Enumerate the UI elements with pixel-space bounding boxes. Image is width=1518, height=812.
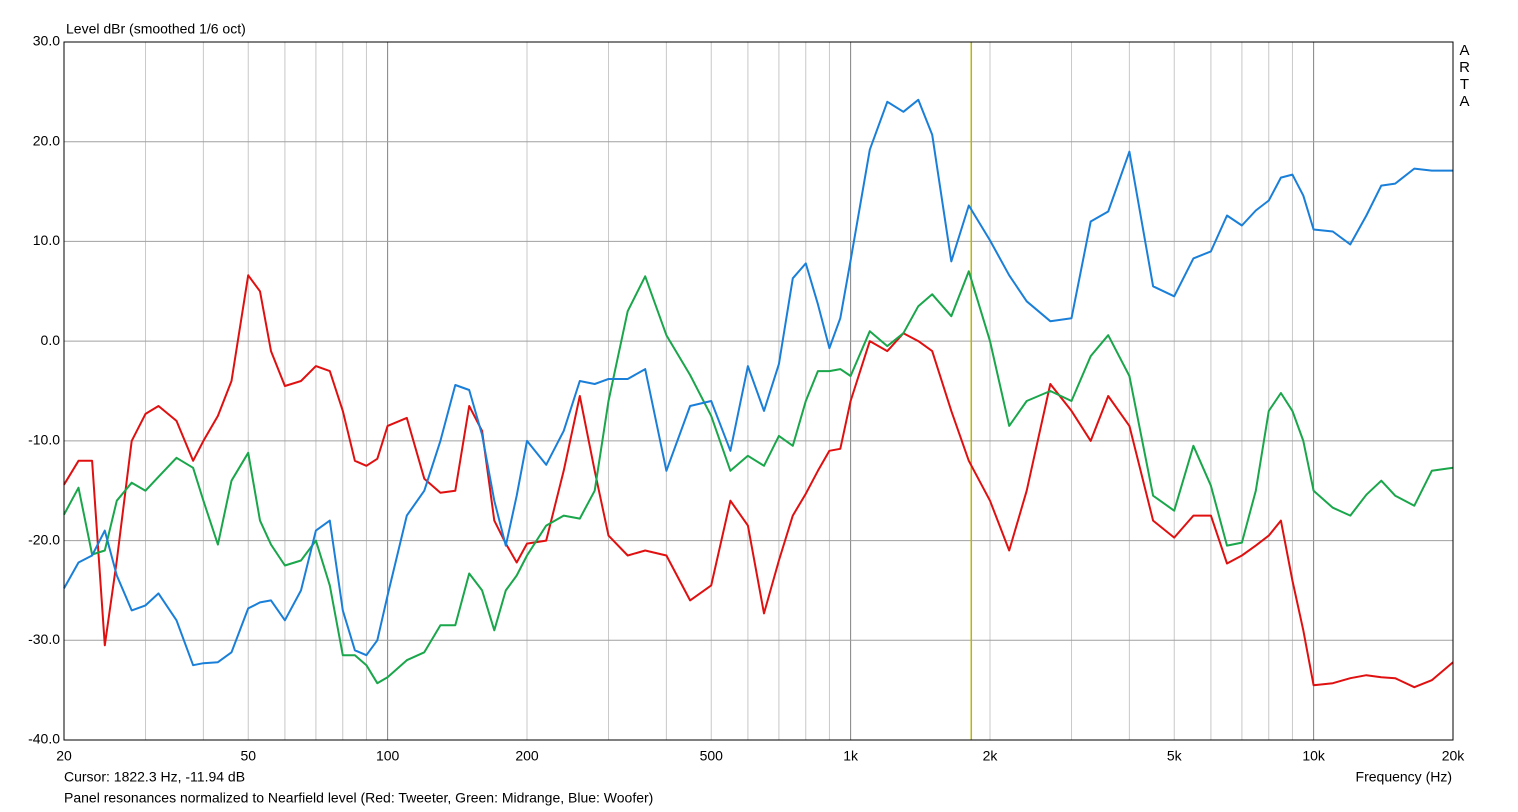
x-tick-label: 200 (515, 748, 539, 764)
series-line (63, 98, 1453, 667)
x-tick-label: 500 (700, 748, 724, 764)
caption: Panel resonances normalized to Nearfield… (64, 790, 653, 806)
x-tick-label: 1k (843, 748, 859, 764)
y-tick-label: -10.0 (28, 432, 60, 448)
series-line (63, 270, 1454, 685)
x-tick-label: 100 (376, 748, 400, 764)
x-axis-label: Frequency (Hz) (1356, 769, 1452, 785)
x-tick-label: 10k (1302, 748, 1326, 764)
x-tick-label: 20k (1442, 748, 1466, 764)
series-line (63, 274, 1454, 689)
x-tick-label: 5k (1167, 748, 1183, 764)
cursor-readout: Cursor: 1822.3 Hz, -11.94 dB (64, 769, 245, 785)
x-tick-label: 50 (240, 748, 256, 764)
watermark: ARTA (1456, 42, 1473, 110)
y-tick-label: -40.0 (28, 731, 60, 747)
y-tick-label: 20.0 (33, 132, 60, 148)
y-tick-label: 10.0 (33, 232, 60, 248)
chart-title: Level dBr (smoothed 1/6 oct) (66, 21, 246, 37)
x-tick-label: 2k (983, 748, 999, 764)
y-tick-label: 30.0 (33, 33, 60, 49)
y-tick-label: -20.0 (28, 531, 60, 547)
plot-frame (63, 41, 1454, 741)
y-tick-label: 0.0 (41, 332, 61, 348)
y-tick-label: -30.0 (28, 631, 60, 647)
x-tick-label: 20 (56, 748, 72, 764)
